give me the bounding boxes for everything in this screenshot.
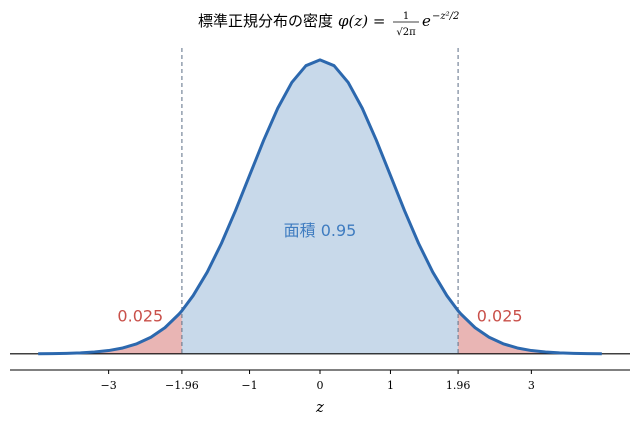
center-area (181, 59, 459, 354)
density-curve (38, 58, 602, 356)
title-formula-denominator: √2π (396, 27, 416, 38)
x-tick-label: 3 (528, 379, 535, 392)
tail-area (38, 310, 182, 354)
title-formula-numerator: 1 (403, 11, 409, 22)
title-formula-exponent: −z²/2 (432, 11, 459, 22)
annotation: 0.025 (117, 306, 163, 325)
tail-area (458, 310, 602, 354)
x-tick-label: −1 (241, 379, 257, 392)
title-formula-base: e (422, 12, 431, 30)
x-tick-label: 1 (387, 379, 394, 392)
x-tick-label: −1.96 (165, 379, 199, 392)
x-tick-label: 0 (317, 379, 324, 392)
title-text: 標準正規分布の密度 (198, 12, 333, 30)
chart-title: 標準正規分布の密度 φ(z) = 1 √2π e −z²/2 (198, 11, 459, 38)
x-axis-label: z (315, 398, 324, 416)
x-tick-label: −3 (101, 379, 117, 392)
x-tick-label: 1.96 (446, 379, 471, 392)
title-formula-lhs: φ(z) = (338, 12, 385, 30)
annotation: 面積 0.95 (284, 221, 357, 240)
annotation: 0.025 (477, 306, 523, 325)
